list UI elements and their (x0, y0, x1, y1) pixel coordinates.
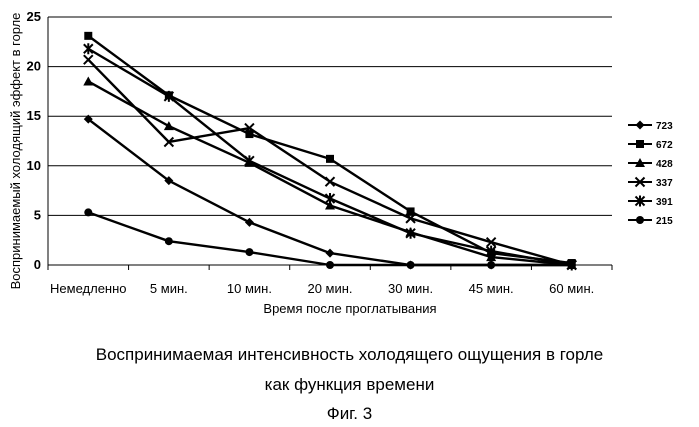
x-tick-label: 45 мин. (469, 281, 514, 296)
legend-marker (636, 140, 644, 148)
y-tick-label: 5 (34, 207, 41, 222)
chart: 0 5 10 15 20 25 Немедленно 5 мин. 10 мин. 20 мин.… (0, 0, 699, 340)
x-tick-label: 60 мин. (549, 281, 594, 296)
legend-item-337: 337 (628, 178, 673, 190)
x-axis-title: Время после проглатывания (263, 301, 436, 316)
axes: 0 5 10 15 20 25 Немедленно 5 мин. 10 мин. 20 мин.… (27, 9, 612, 296)
x-tick-label: 30 мин. (388, 281, 433, 296)
y-tick-label: 10 (27, 158, 41, 173)
figure-label: Фиг. 3 (0, 404, 699, 424)
data-point (407, 261, 415, 269)
data-point (487, 261, 495, 269)
legend-item-215: 215 (628, 216, 673, 227)
data-point (326, 261, 334, 269)
data-point (84, 208, 92, 216)
data-point (568, 261, 576, 269)
legend-item-672: 672 (628, 140, 673, 151)
x-tick-label: 10 мин. (227, 281, 272, 296)
legend-label: 337 (656, 178, 673, 189)
gridlines (48, 17, 612, 215)
x-tick-label: 20 мин. (307, 281, 352, 296)
data-point (245, 248, 253, 256)
legend-item-723: 723 (628, 121, 673, 133)
series-group (83, 32, 576, 271)
y-axis-title: Воспринимаемый холодящий эффект в горле (8, 13, 23, 290)
data-point (326, 155, 334, 163)
legend-marker (636, 216, 644, 224)
series-215 (84, 208, 575, 269)
legend-marker (636, 121, 645, 130)
data-point (245, 218, 254, 227)
legend-label: 391 (656, 197, 673, 208)
y-tick-label: 0 (34, 257, 41, 272)
series-line-672 (88, 36, 571, 263)
caption-line-1: Воспринимаемая интенсивность холодящего … (0, 345, 699, 365)
data-point (84, 32, 92, 40)
y-tick-label: 20 (27, 59, 41, 74)
data-point (83, 76, 93, 85)
data-point (164, 121, 174, 130)
data-point (326, 177, 335, 186)
legend: 723 672 428 337 391 215 (628, 121, 673, 228)
data-point (326, 193, 335, 204)
data-point (84, 55, 93, 64)
legend-label: 723 (656, 121, 673, 132)
series-line-723 (88, 119, 571, 265)
x-tick-label: 5 мин. (150, 281, 188, 296)
data-point (84, 43, 93, 54)
series-672 (84, 32, 575, 267)
y-tick-label: 25 (27, 9, 41, 24)
legend-item-391: 391 (628, 196, 673, 209)
caption-line-2: как функция времени (0, 375, 699, 395)
x-tick-label: Немедленно (50, 281, 127, 296)
y-tick-label: 15 (27, 108, 41, 123)
legend-label: 215 (656, 216, 673, 227)
legend-label: 672 (656, 140, 673, 151)
data-point (326, 249, 335, 258)
legend-item-428: 428 (628, 158, 673, 170)
data-point (165, 237, 173, 245)
legend-label: 428 (656, 159, 673, 170)
